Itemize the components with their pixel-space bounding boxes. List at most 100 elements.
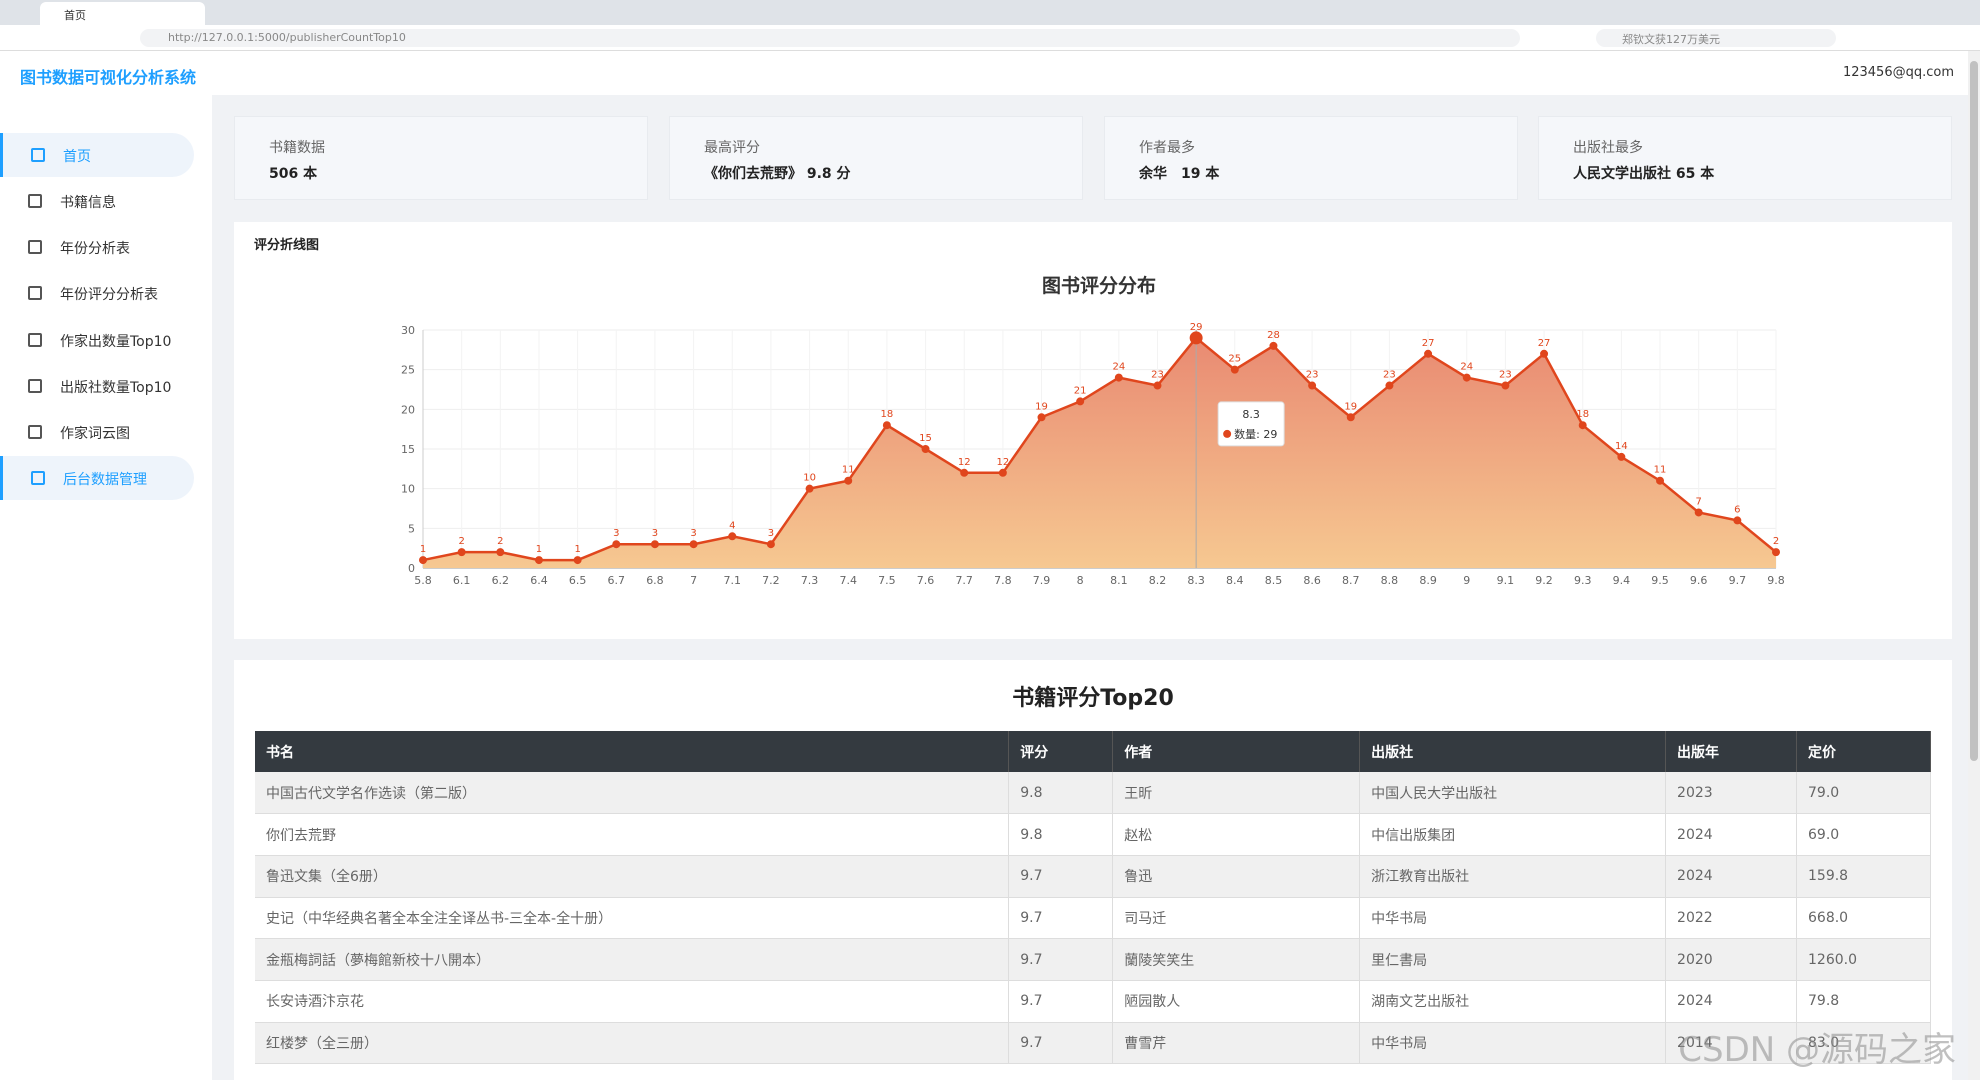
x-tick-label: 7.3 <box>801 574 819 587</box>
nav-icon <box>31 148 45 162</box>
area <box>423 337 1776 568</box>
card-label: 最高评分 <box>704 140 760 156</box>
chart: 评分折线图 图书评分分布 0 5 10 15 20 25 30 5.8 6.1 6.2 6.4 6.5… <box>254 237 1785 587</box>
table-title: 书籍评分Top20 <box>1012 686 1174 711</box>
x-tick-label: 8.6 <box>1303 574 1321 587</box>
tooltip-box <box>1217 401 1285 447</box>
stat-card: 书籍数据 506 本 <box>234 116 648 200</box>
table-cell: 鲁迅文集（全6册） <box>255 855 1010 898</box>
data-label: 14 <box>1615 441 1628 452</box>
data-label: 4 <box>729 520 735 531</box>
point <box>1076 397 1085 406</box>
x-tick-label: 8.7 <box>1342 574 1360 587</box>
y-tick-label: 25 <box>401 364 415 377</box>
table-cell: 中华书局 <box>1359 1022 1667 1065</box>
point <box>650 540 659 549</box>
data-label: 27 <box>1422 338 1435 349</box>
user-menu[interactable]: 123456@qq.com <box>1842 65 1954 80</box>
point <box>1346 413 1355 422</box>
nav-icon <box>28 425 42 439</box>
nav-item[interactable]: 作家词云图 <box>0 410 194 454</box>
column-header: 定价 <box>1796 731 1931 772</box>
table-row: 中国古代文学名作选读（第二版） 9.8 王昕 中国人民大学出版社 2023 79.0 <box>255 772 1931 815</box>
point <box>844 476 853 485</box>
point <box>1617 452 1626 461</box>
table-cell: 1260.0 <box>1796 938 1931 981</box>
x-tick-label: 8.3 <box>1187 574 1205 587</box>
x-tick-label: 9 <box>1463 574 1470 587</box>
x-tick-label: 6.4 <box>530 574 548 587</box>
table-cell: 鲁迅 <box>1112 855 1361 898</box>
table-cell: 里仁書局 <box>1359 938 1667 981</box>
data-label: 27 <box>1538 338 1551 349</box>
data-label: 3 <box>613 528 619 539</box>
table-cell: 陋园散人 <box>1112 980 1361 1023</box>
nav-item[interactable]: 首页 <box>0 133 194 177</box>
table-row: 你们去荒野 9.8 赵松 中信出版集团 2024 69.0 <box>255 813 1931 856</box>
x-tick-label: 6.1 <box>453 574 471 587</box>
scrollbar[interactable] <box>1968 51 1980 1080</box>
scroll-thumb[interactable] <box>1970 61 1978 761</box>
data-label: 10 <box>803 473 816 484</box>
y-tick-label: 30 <box>401 324 415 337</box>
point <box>1230 365 1239 374</box>
table-cell: 9.7 <box>1008 855 1114 898</box>
point <box>1462 373 1471 382</box>
x-tick-label: 8.8 <box>1381 574 1399 587</box>
data-label: 25 <box>1228 354 1241 365</box>
table-cell: 湖南文艺出版社 <box>1359 980 1667 1023</box>
table-cell: 2024 <box>1665 980 1797 1023</box>
data-label: 21 <box>1074 385 1087 396</box>
table-cell: 159.8 <box>1796 855 1931 898</box>
data-label: 12 <box>996 457 1009 468</box>
x-tick-label: 8.2 <box>1149 574 1167 587</box>
data-label: 7 <box>1695 496 1701 507</box>
nav-icon <box>28 240 42 254</box>
nav-item[interactable]: 后台数据管理 <box>0 456 194 500</box>
x-tick-label: 7.7 <box>955 574 973 587</box>
nav-item[interactable]: 出版社数量Top10 <box>0 364 194 408</box>
point <box>1424 349 1433 358</box>
stat-card: 作者最多 余华 19 本 <box>1104 116 1518 200</box>
data-label: 1 <box>536 544 542 555</box>
point <box>1037 413 1046 422</box>
nav-item[interactable]: 书籍信息 <box>0 179 194 223</box>
data-label: 3 <box>652 528 658 539</box>
browser-tab[interactable]: 首页 <box>40 2 205 25</box>
y-tick-label: 20 <box>401 403 415 416</box>
table-cell: 蘭陵笑笑生 <box>1112 938 1361 981</box>
x-tick-label: 7.1 <box>724 574 742 587</box>
table-cell: 2014 <box>1665 1022 1797 1065</box>
table-cell: 中信出版集团 <box>1359 813 1667 856</box>
data-label: 18 <box>881 409 894 420</box>
nav-item[interactable]: 作家出数量Top10 <box>0 318 194 362</box>
y-tick-label: 5 <box>408 522 415 535</box>
table-row: 长安诗酒汴京花 9.7 陋园散人 湖南文艺出版社 2024 79.8 <box>255 980 1931 1023</box>
data-label: 23 <box>1306 370 1319 381</box>
x-tick-label: 8 <box>1077 574 1084 587</box>
nav-item[interactable]: 年份评分分析表 <box>0 271 194 315</box>
nav-item[interactable]: 年份分析表 <box>0 225 194 269</box>
y-tick-label: 0 <box>408 562 415 575</box>
table-cell: 9.7 <box>1008 1022 1114 1065</box>
x-tick-label: 7.8 <box>994 574 1012 587</box>
table-cell: 9.7 <box>1008 897 1114 940</box>
point <box>457 548 466 557</box>
x-tick-label: 6.8 <box>646 574 664 587</box>
table-cell: 中国古代文学名作选读（第二版） <box>255 772 1010 815</box>
point <box>496 548 505 557</box>
data-label: 2 <box>497 536 503 547</box>
point <box>960 468 969 477</box>
nav-icon <box>28 194 42 208</box>
x-tick-label: 9.6 <box>1690 574 1708 587</box>
x-tick-label: 6.5 <box>569 574 587 587</box>
y-tick-label: 15 <box>401 443 415 456</box>
url-field[interactable]: http://127.0.0.1:5000/publisherCountTop1… <box>140 29 1520 47</box>
search-field[interactable]: 郑钦文获127万美元 <box>1596 29 1836 47</box>
table-cell: 你们去荒野 <box>255 813 1010 856</box>
point <box>1772 548 1780 557</box>
x-tick-label: 9.4 <box>1613 574 1631 587</box>
x-tick-label: 9.3 <box>1574 574 1592 587</box>
table-cell: 长安诗酒汴京花 <box>255 980 1010 1023</box>
